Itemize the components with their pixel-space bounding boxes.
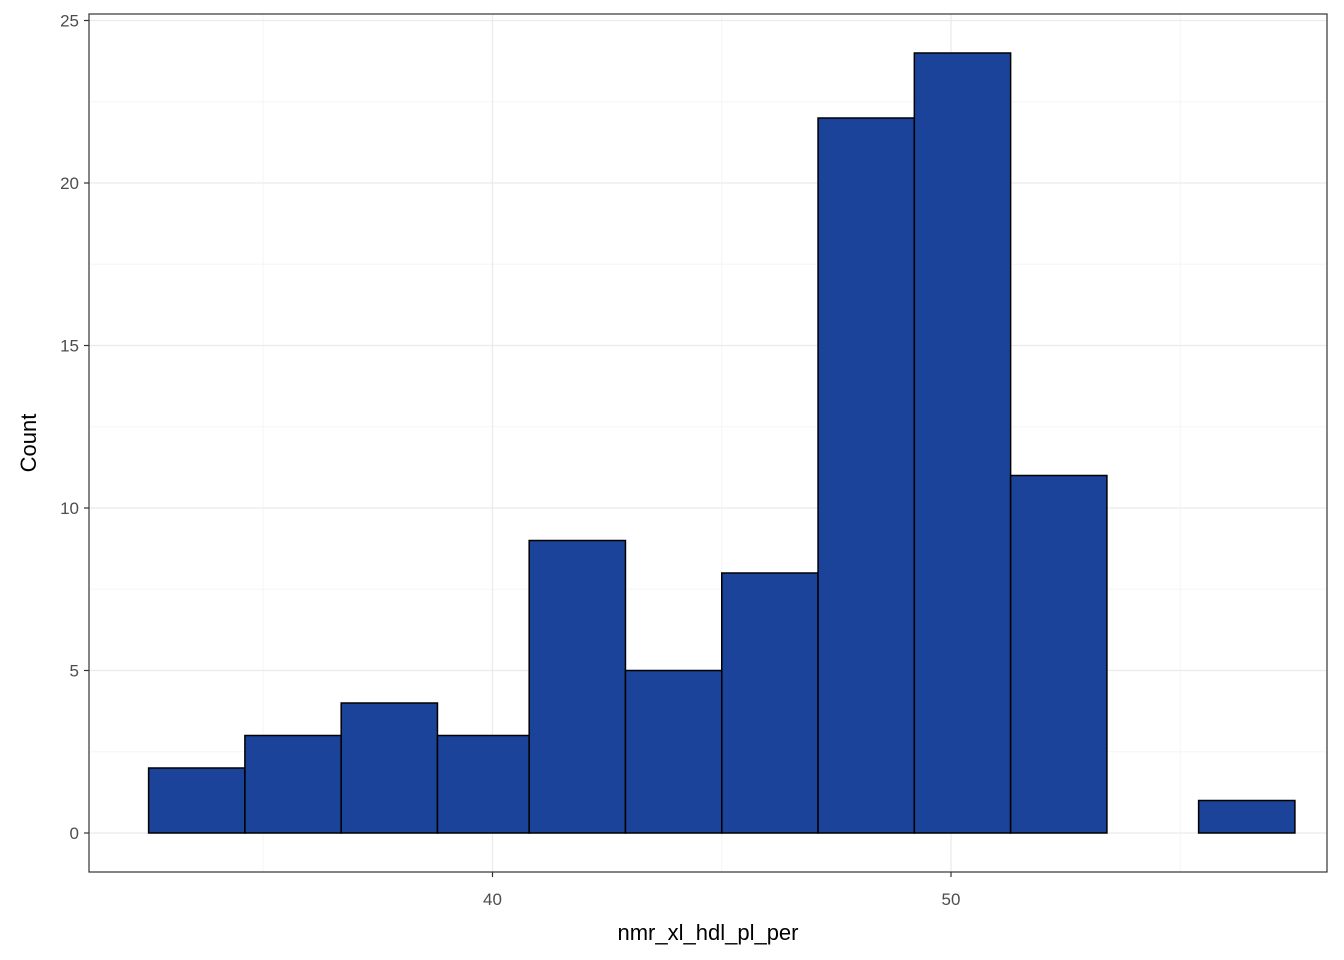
y-tick-label: 5 [70, 662, 79, 681]
histogram-bar [528, 539, 627, 834]
x-tick-label: 50 [942, 890, 961, 909]
histogram-bar [817, 117, 916, 834]
x-tick-label: 40 [483, 890, 502, 909]
y-tick-label: 25 [60, 12, 79, 31]
histogram-bar [147, 767, 246, 834]
y-tick-label: 20 [60, 174, 79, 193]
histogram-bar [721, 572, 819, 834]
histogram-bar [624, 669, 723, 834]
x-axis-ticks: 40 50 [483, 872, 960, 909]
y-tick-label: 10 [60, 499, 79, 518]
y-tick-label: 0 [70, 824, 79, 843]
y-axis-ticks: 0 5 10 15 20 25 [60, 12, 89, 843]
x-axis-title: nmr_xl_hdl_pl_per [618, 920, 799, 945]
y-tick-label: 15 [60, 337, 79, 356]
histogram-bar [1009, 474, 1108, 834]
histogram-bar [436, 734, 530, 834]
panel-border [88, 13, 1328, 873]
histogram-bar [340, 702, 439, 834]
y-axis-title: Count [16, 414, 41, 473]
histogram-bar [244, 734, 342, 834]
histogram-bars [147, 52, 1296, 834]
histogram-bar [1197, 799, 1296, 834]
histogram-bar [913, 52, 1012, 834]
